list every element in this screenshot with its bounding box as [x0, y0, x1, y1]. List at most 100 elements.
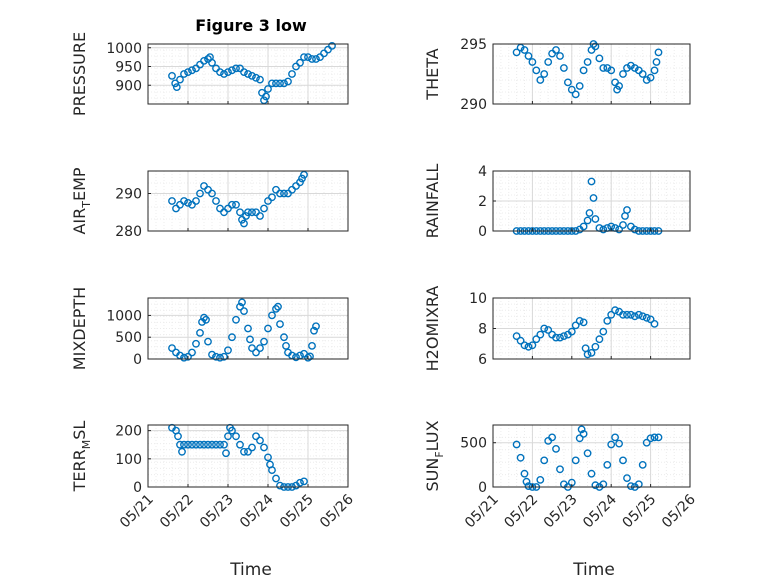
data-point: [650, 433, 659, 442]
data-point: [268, 193, 276, 202]
data-point: [603, 316, 612, 325]
x-tick-label: 05/22: [157, 492, 197, 532]
data-point: [222, 449, 230, 458]
data-point: [577, 425, 586, 434]
data-point: [296, 178, 304, 187]
data-point: [188, 348, 196, 357]
axes-box: [147, 424, 349, 488]
data-point: [196, 328, 204, 337]
data-point: [292, 353, 300, 362]
data-point: [268, 311, 276, 320]
y-tick-label: 8: [478, 322, 487, 338]
data-point: [512, 440, 521, 449]
data-point: [556, 465, 564, 474]
data-point: [615, 225, 623, 234]
data-point: [172, 83, 181, 92]
data-point: [627, 310, 635, 319]
data-point: [516, 453, 525, 462]
data-point: [595, 335, 604, 344]
data-point: [268, 79, 276, 88]
data-point: [180, 440, 188, 449]
y-tick-label: 0: [478, 224, 487, 240]
data-point: [184, 352, 192, 361]
data-point: [579, 222, 588, 231]
data-point: [168, 344, 176, 352]
data-point: [308, 55, 316, 63]
data-point: [591, 42, 600, 51]
data-point: [585, 209, 594, 217]
data-point: [646, 434, 655, 443]
data-point: [587, 348, 596, 357]
data-point: [520, 469, 529, 478]
data-point: [276, 481, 284, 490]
data-point: [188, 66, 196, 75]
data-point: [232, 64, 240, 73]
data-point: [174, 432, 182, 441]
data-point: [171, 79, 180, 88]
data-point: [532, 66, 541, 75]
data-point: [276, 320, 284, 328]
data-point: [607, 310, 616, 319]
data-point: [228, 66, 236, 75]
data-point: [244, 447, 252, 456]
data-point: [615, 439, 623, 448]
data-point: [228, 426, 236, 435]
data-point: [244, 324, 252, 333]
data-point: [288, 70, 296, 78]
data-point: [634, 310, 643, 319]
data-point: [312, 322, 320, 331]
data-point: [536, 330, 545, 339]
data-point: [627, 61, 635, 70]
data-point: [208, 189, 216, 198]
data-point: [220, 440, 228, 449]
subplot-3: 280 290 AIRTEMP: [70, 167, 349, 240]
data-point: [567, 85, 576, 94]
data-point: [248, 208, 256, 217]
y-tick-label: 1000: [106, 41, 142, 57]
data-point: [204, 337, 212, 346]
data-point: [642, 76, 651, 84]
data-point: [623, 206, 631, 214]
x-tick-label: 05/21: [462, 492, 502, 532]
data-point: [619, 70, 627, 78]
data-point: [599, 327, 608, 336]
subplot-8: 0 500 05/21 05/22 05/23 05/24 05/25 05/26 SUNFLU…: [423, 420, 699, 531]
data-point: [642, 438, 651, 447]
plot-area: [148, 171, 348, 231]
data-point: [200, 440, 208, 449]
data-point: [228, 333, 236, 342]
data-point: [652, 58, 661, 66]
data-point: [579, 66, 588, 75]
data-point: [256, 436, 264, 445]
data-point: [571, 321, 580, 330]
data-point: [579, 429, 588, 438]
data-point: [240, 219, 248, 228]
y-tick-label: 295: [460, 37, 487, 53]
data-point: [583, 449, 592, 458]
y-tick-label: 500: [115, 330, 142, 346]
data-point: [216, 440, 224, 449]
x-tick-label: 05/23: [541, 492, 581, 532]
data-point: [300, 170, 308, 179]
data-point: [232, 200, 240, 209]
data-point: [607, 440, 616, 449]
data-point: [544, 326, 553, 334]
data-point: [212, 352, 220, 361]
data-point: [176, 75, 184, 84]
y-tick-label: 2: [478, 194, 487, 210]
y-axis-label: SUNFLUX: [423, 420, 446, 491]
figure-title: Figure 3 low: [195, 16, 307, 35]
y-axis-label: PRESSURE: [70, 32, 89, 116]
data-point: [544, 58, 553, 66]
data-point: [611, 433, 619, 442]
data-point: [176, 440, 184, 449]
data-point: [560, 64, 568, 72]
data-point: [212, 197, 220, 205]
data-point: [567, 327, 576, 336]
data-point: [306, 352, 314, 361]
y-tick-label: 100: [115, 452, 142, 468]
data-point: [198, 318, 206, 326]
data-point: [575, 82, 584, 90]
y-tick-label: 290: [115, 187, 142, 203]
